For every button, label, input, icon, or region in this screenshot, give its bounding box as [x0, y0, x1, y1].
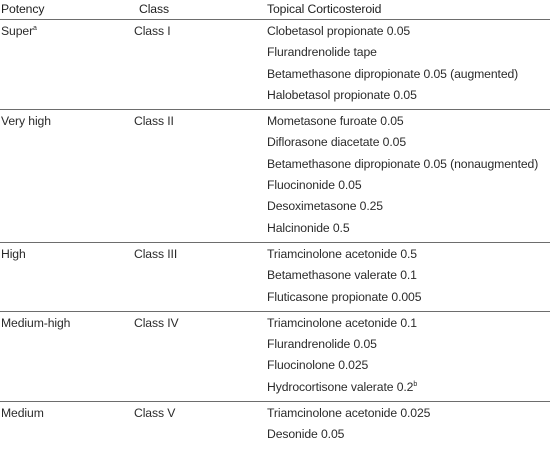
class-cell: Class IV: [134, 315, 179, 330]
class-cell: Class III: [134, 246, 178, 261]
steroid-item: Fluticasone propionate 0.005: [267, 290, 550, 311]
steroid-item: Halobetasol propionate 0.05: [267, 88, 550, 109]
steroid-item: Flurandrenolide 0.05: [267, 337, 550, 358]
potency-group: High Class III Triamcinolone acetonide 0.5…: [0, 243, 550, 312]
class-cell: Class V: [134, 406, 176, 421]
potency-label: Very high: [1, 114, 51, 129]
header-class: Class: [139, 2, 169, 16]
table-body: Supera Class I Clobetasol propionate 0.05 F…: [0, 20, 550, 449]
steroid-name: Halcinonide 0.5: [267, 220, 350, 235]
steroid-name: Fluocinonide 0.05: [267, 178, 362, 193]
footnote-marker: b: [413, 380, 418, 388]
class-cell: Class I: [134, 24, 171, 38]
steroid-item: Betamethasone dipropionate 0.05 (augment…: [267, 67, 550, 88]
steroid-item: Fluocinolone 0.025: [267, 358, 550, 379]
header-potency: Potency: [1, 2, 45, 16]
steroid-name: Triamcinolone acetonide 0.1: [267, 315, 417, 330]
steroid-name: Flurandrenolide tape: [267, 45, 377, 60]
header-topical-corticosteroid: Topical Corticosteroid: [267, 2, 382, 16]
steroid-item: Triamcinolone acetonide 0.025: [267, 406, 550, 427]
potency-group: Very high Class II Mometasone furoate 0.05…: [0, 110, 550, 243]
steroid-list: Triamcinolone acetonide 0.1 Flurandrenoli…: [0, 312, 550, 401]
steroid-name: Fluocinolone 0.025: [267, 358, 369, 373]
steroid-name: Halobetasol propionate 0.05: [267, 87, 417, 102]
potency-group: Medium-high Class IV Triamcinolone acetoni…: [0, 312, 550, 403]
steroid-name: Desonide 0.05: [267, 427, 345, 442]
steroid-name: Fluticasone propionate 0.005: [267, 289, 422, 304]
steroid-name: Mometasone furoate 0.05: [267, 114, 404, 129]
steroid-item: Betamethasone valerate 0.1: [267, 268, 550, 289]
steroid-item: Desoximetasone 0.25: [267, 199, 550, 220]
steroid-item: Diflorasone diacetate 0.05: [267, 135, 550, 156]
steroid-item: Mometasone furoate 0.05: [267, 114, 550, 135]
steroid-name: Diflorasone diacetate 0.05: [267, 135, 407, 150]
footnote-marker: a: [33, 24, 37, 32]
steroid-name: Flurandrenolide 0.05: [267, 337, 377, 352]
steroid-name: Triamcinolone acetonide 0.025: [267, 406, 431, 421]
steroid-name: Clobetasol propionate 0.05: [267, 24, 411, 38]
steroid-item: Flurandrenolide tape: [267, 45, 550, 66]
steroid-item: Triamcinolone acetonide 0.5: [267, 247, 550, 268]
steroid-name: Betamethasone dipropionate 0.05 (nonaugm…: [267, 156, 539, 171]
steroid-item: Hydrocortisone valerate 0.2b: [267, 380, 550, 401]
steroid-name: Desoximetasone 0.25: [267, 199, 383, 214]
steroid-list: Mometasone furoate 0.05 Diflorasone diace…: [0, 110, 550, 242]
class-cell: Class II: [134, 114, 174, 129]
steroid-item: Desonide 0.05: [267, 427, 550, 448]
potency-cell: High: [1, 247, 26, 261]
potency-cell: Medium: [1, 406, 44, 420]
potency-cell: Medium-high: [1, 316, 70, 330]
steroid-list: Triamcinolone acetonide 0.025 Desonide 0.…: [0, 402, 550, 449]
steroid-list: Clobetasol propionate 0.05 Flurandrenolid…: [0, 20, 550, 109]
steroid-item: Halcinonide 0.5: [267, 221, 550, 242]
potency-label: Super: [1, 24, 34, 38]
potency-cell: Supera: [1, 24, 37, 38]
steroid-item: Triamcinolone acetonide 0.1: [267, 316, 550, 337]
potency-label: Medium: [1, 406, 44, 421]
potency-cell: Very high: [1, 114, 51, 128]
potency-group: Supera Class I Clobetasol propionate 0.05 F…: [0, 20, 550, 111]
potency-label: Medium-high: [1, 315, 71, 330]
steroid-item: Betamethasone dipropionate 0.05 (nonaugm…: [267, 157, 550, 178]
steroid-item: Fluocinonide 0.05: [267, 178, 550, 199]
steroid-name: Betamethasone valerate 0.1: [267, 268, 417, 283]
steroid-name: Betamethasone dipropionate 0.05 (augment…: [267, 66, 519, 81]
potency-group: Medium Class V Triamcinolone acetonide 0.0…: [0, 402, 550, 449]
steroid-name: Triamcinolone acetonide 0.5: [267, 246, 417, 261]
steroid-item: Clobetasol propionate 0.05: [267, 24, 550, 45]
potency-label: High: [1, 246, 26, 261]
steroid-list: Triamcinolone acetonide 0.5 Betamethasone…: [0, 243, 550, 311]
steroid-name: Hydrocortisone valerate 0.2: [267, 379, 414, 394]
table-header: Potency Class Topical Corticosteroid: [0, 0, 550, 20]
